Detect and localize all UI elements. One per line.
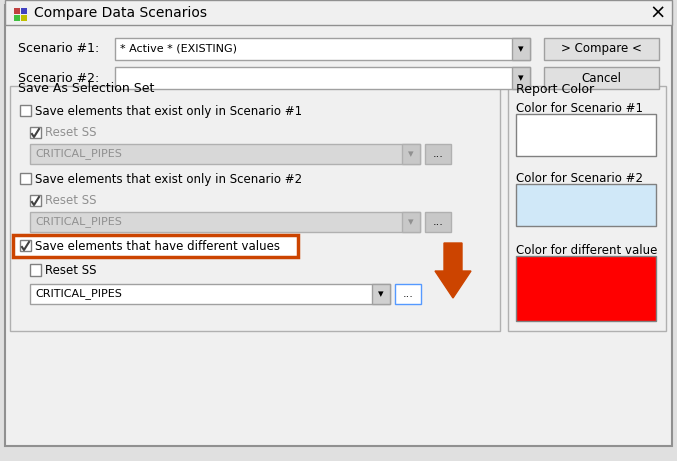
Text: Color for Scenario #1: Color for Scenario #1 bbox=[516, 102, 643, 116]
Text: Save elements that have different values: Save elements that have different values bbox=[35, 240, 280, 253]
FancyBboxPatch shape bbox=[425, 212, 451, 232]
Text: ▾: ▾ bbox=[378, 289, 384, 299]
FancyBboxPatch shape bbox=[30, 195, 41, 207]
FancyBboxPatch shape bbox=[544, 67, 659, 89]
FancyBboxPatch shape bbox=[425, 144, 451, 164]
FancyBboxPatch shape bbox=[10, 86, 500, 331]
Text: Report Color: Report Color bbox=[516, 83, 594, 95]
Text: Scenario #2:: Scenario #2: bbox=[18, 71, 100, 84]
FancyBboxPatch shape bbox=[30, 128, 41, 138]
Text: ×: × bbox=[650, 4, 666, 23]
FancyBboxPatch shape bbox=[30, 144, 420, 164]
Text: ▾: ▾ bbox=[408, 149, 414, 159]
FancyBboxPatch shape bbox=[30, 265, 41, 276]
FancyBboxPatch shape bbox=[512, 38, 530, 60]
Text: ...: ... bbox=[433, 149, 443, 159]
Text: Color for different value: Color for different value bbox=[516, 244, 657, 258]
Text: Reset SS: Reset SS bbox=[45, 195, 97, 207]
FancyBboxPatch shape bbox=[115, 67, 530, 89]
FancyBboxPatch shape bbox=[30, 212, 420, 232]
FancyBboxPatch shape bbox=[544, 38, 659, 60]
Text: Save elements that exist only in Scenario #1: Save elements that exist only in Scenari… bbox=[35, 105, 302, 118]
Text: Color for Scenario #2: Color for Scenario #2 bbox=[516, 172, 643, 185]
FancyBboxPatch shape bbox=[30, 284, 390, 304]
Text: Save As Selection Set: Save As Selection Set bbox=[18, 83, 154, 95]
FancyBboxPatch shape bbox=[395, 284, 421, 304]
Text: CRITICAL_PIPES: CRITICAL_PIPES bbox=[35, 289, 122, 300]
FancyBboxPatch shape bbox=[20, 106, 31, 117]
FancyBboxPatch shape bbox=[21, 8, 27, 14]
FancyBboxPatch shape bbox=[115, 38, 530, 60]
Text: Scenario #1:: Scenario #1: bbox=[18, 42, 100, 55]
Text: ▾: ▾ bbox=[408, 217, 414, 227]
FancyBboxPatch shape bbox=[512, 67, 530, 89]
Text: ▾: ▾ bbox=[518, 44, 524, 54]
FancyBboxPatch shape bbox=[516, 256, 656, 321]
Text: Reset SS: Reset SS bbox=[45, 264, 97, 277]
FancyBboxPatch shape bbox=[516, 114, 656, 156]
FancyBboxPatch shape bbox=[5, 0, 672, 25]
FancyBboxPatch shape bbox=[20, 241, 31, 252]
Text: ...: ... bbox=[433, 217, 443, 227]
Text: Save elements that exist only in Scenario #2: Save elements that exist only in Scenari… bbox=[35, 172, 302, 185]
Text: ▾: ▾ bbox=[518, 73, 524, 83]
FancyBboxPatch shape bbox=[516, 184, 656, 226]
FancyBboxPatch shape bbox=[14, 8, 20, 14]
FancyBboxPatch shape bbox=[5, 5, 672, 446]
FancyBboxPatch shape bbox=[402, 144, 420, 164]
Text: Cancel: Cancel bbox=[582, 71, 621, 84]
Text: Reset SS: Reset SS bbox=[45, 126, 97, 140]
Text: ...: ... bbox=[403, 289, 414, 299]
Polygon shape bbox=[435, 243, 471, 298]
FancyBboxPatch shape bbox=[402, 212, 420, 232]
Text: CRITICAL_PIPES: CRITICAL_PIPES bbox=[35, 217, 122, 227]
FancyBboxPatch shape bbox=[21, 15, 27, 21]
Text: * Active * (EXISTING): * Active * (EXISTING) bbox=[120, 44, 237, 54]
FancyBboxPatch shape bbox=[508, 86, 666, 331]
Text: Compare Data Scenarios: Compare Data Scenarios bbox=[34, 6, 207, 20]
FancyBboxPatch shape bbox=[20, 173, 31, 184]
FancyBboxPatch shape bbox=[14, 15, 20, 21]
Text: > Compare <: > Compare < bbox=[561, 42, 642, 55]
Text: CRITICAL_PIPES: CRITICAL_PIPES bbox=[35, 148, 122, 160]
FancyBboxPatch shape bbox=[13, 235, 298, 257]
FancyBboxPatch shape bbox=[372, 284, 390, 304]
